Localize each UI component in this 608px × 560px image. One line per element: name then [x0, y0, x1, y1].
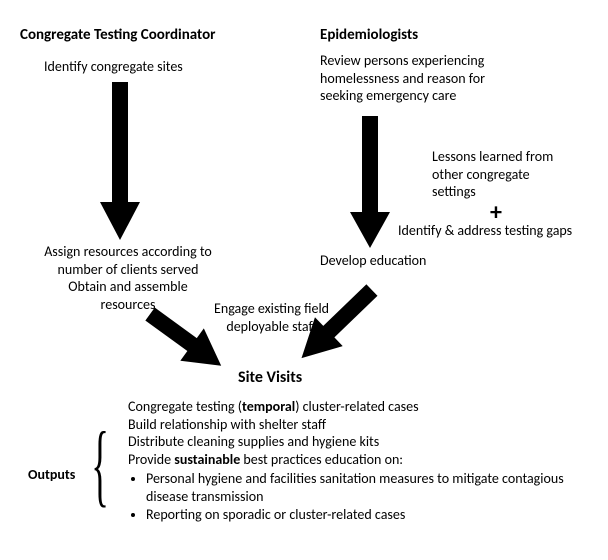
engage-l1: Engage existing field	[214, 300, 329, 317]
header-epi: Epidemiologists	[320, 26, 418, 44]
develop-education: Develop education	[320, 252, 426, 270]
outputs-line3: Distribute cleaning supplies and hygiene…	[128, 433, 588, 451]
outputs-line1: Congregate testing (temporal) cluster-re…	[128, 398, 588, 416]
left-step2: Assign resources according to number of …	[18, 243, 238, 313]
left-step2-l1: Assign resources according to	[44, 243, 212, 260]
outputs-l4-before: Provide	[128, 451, 174, 468]
right-step1-l2: homelessness and reason for	[320, 70, 485, 87]
left-step2-l3: Obtain and assemble	[68, 278, 187, 295]
lessons-l1: Lessons learned from	[432, 148, 553, 165]
header-coordinator: Congregate Testing Coordinator	[20, 26, 216, 44]
outputs-bullet1: Personal hygiene and facilities sanitati…	[146, 470, 588, 505]
lessons-l3: settings	[432, 183, 476, 200]
brace-icon: {	[91, 418, 109, 510]
outputs-l4-after: best practices education on:	[240, 451, 403, 468]
right-step1: Review persons experiencing homelessness…	[320, 52, 485, 105]
outputs-l1b-bold: temporal	[242, 398, 295, 415]
arrow-left-down	[100, 82, 140, 242]
outputs-label: Outputs	[28, 466, 75, 484]
left-step1: Identify congregate sites	[44, 58, 183, 76]
outputs-l1b-after: ) cluster-related cases	[295, 398, 418, 415]
lessons-l2: other congregate	[432, 166, 530, 183]
lessons-block: Lessons learned from other congregate se…	[432, 148, 553, 201]
identify-gaps: Identify & address testing gaps	[398, 222, 572, 240]
outputs-l4-bold: sustainable	[174, 451, 240, 468]
outputs-bullets: Personal hygiene and facilities sanitati…	[128, 470, 588, 524]
outputs-bullet2: Reporting on sporadic or cluster-related…	[146, 506, 588, 524]
outputs-block: Congregate testing (temporal) cluster-re…	[128, 398, 588, 525]
right-step1-l3: seeking emergency care	[320, 87, 456, 104]
left-step2-l4: resources	[101, 296, 156, 313]
outputs-line4: Provide sustainable best practices educa…	[128, 451, 588, 469]
arrow-right-down	[350, 116, 390, 251]
outputs-line2: Build relationship with shelter staff	[128, 416, 588, 434]
left-step2-l2: number of clients served	[58, 261, 199, 278]
site-visits: Site Visits	[238, 368, 302, 387]
right-step1-l1: Review persons experiencing	[320, 52, 484, 69]
outputs-l1a: Congregate testing	[128, 398, 235, 415]
